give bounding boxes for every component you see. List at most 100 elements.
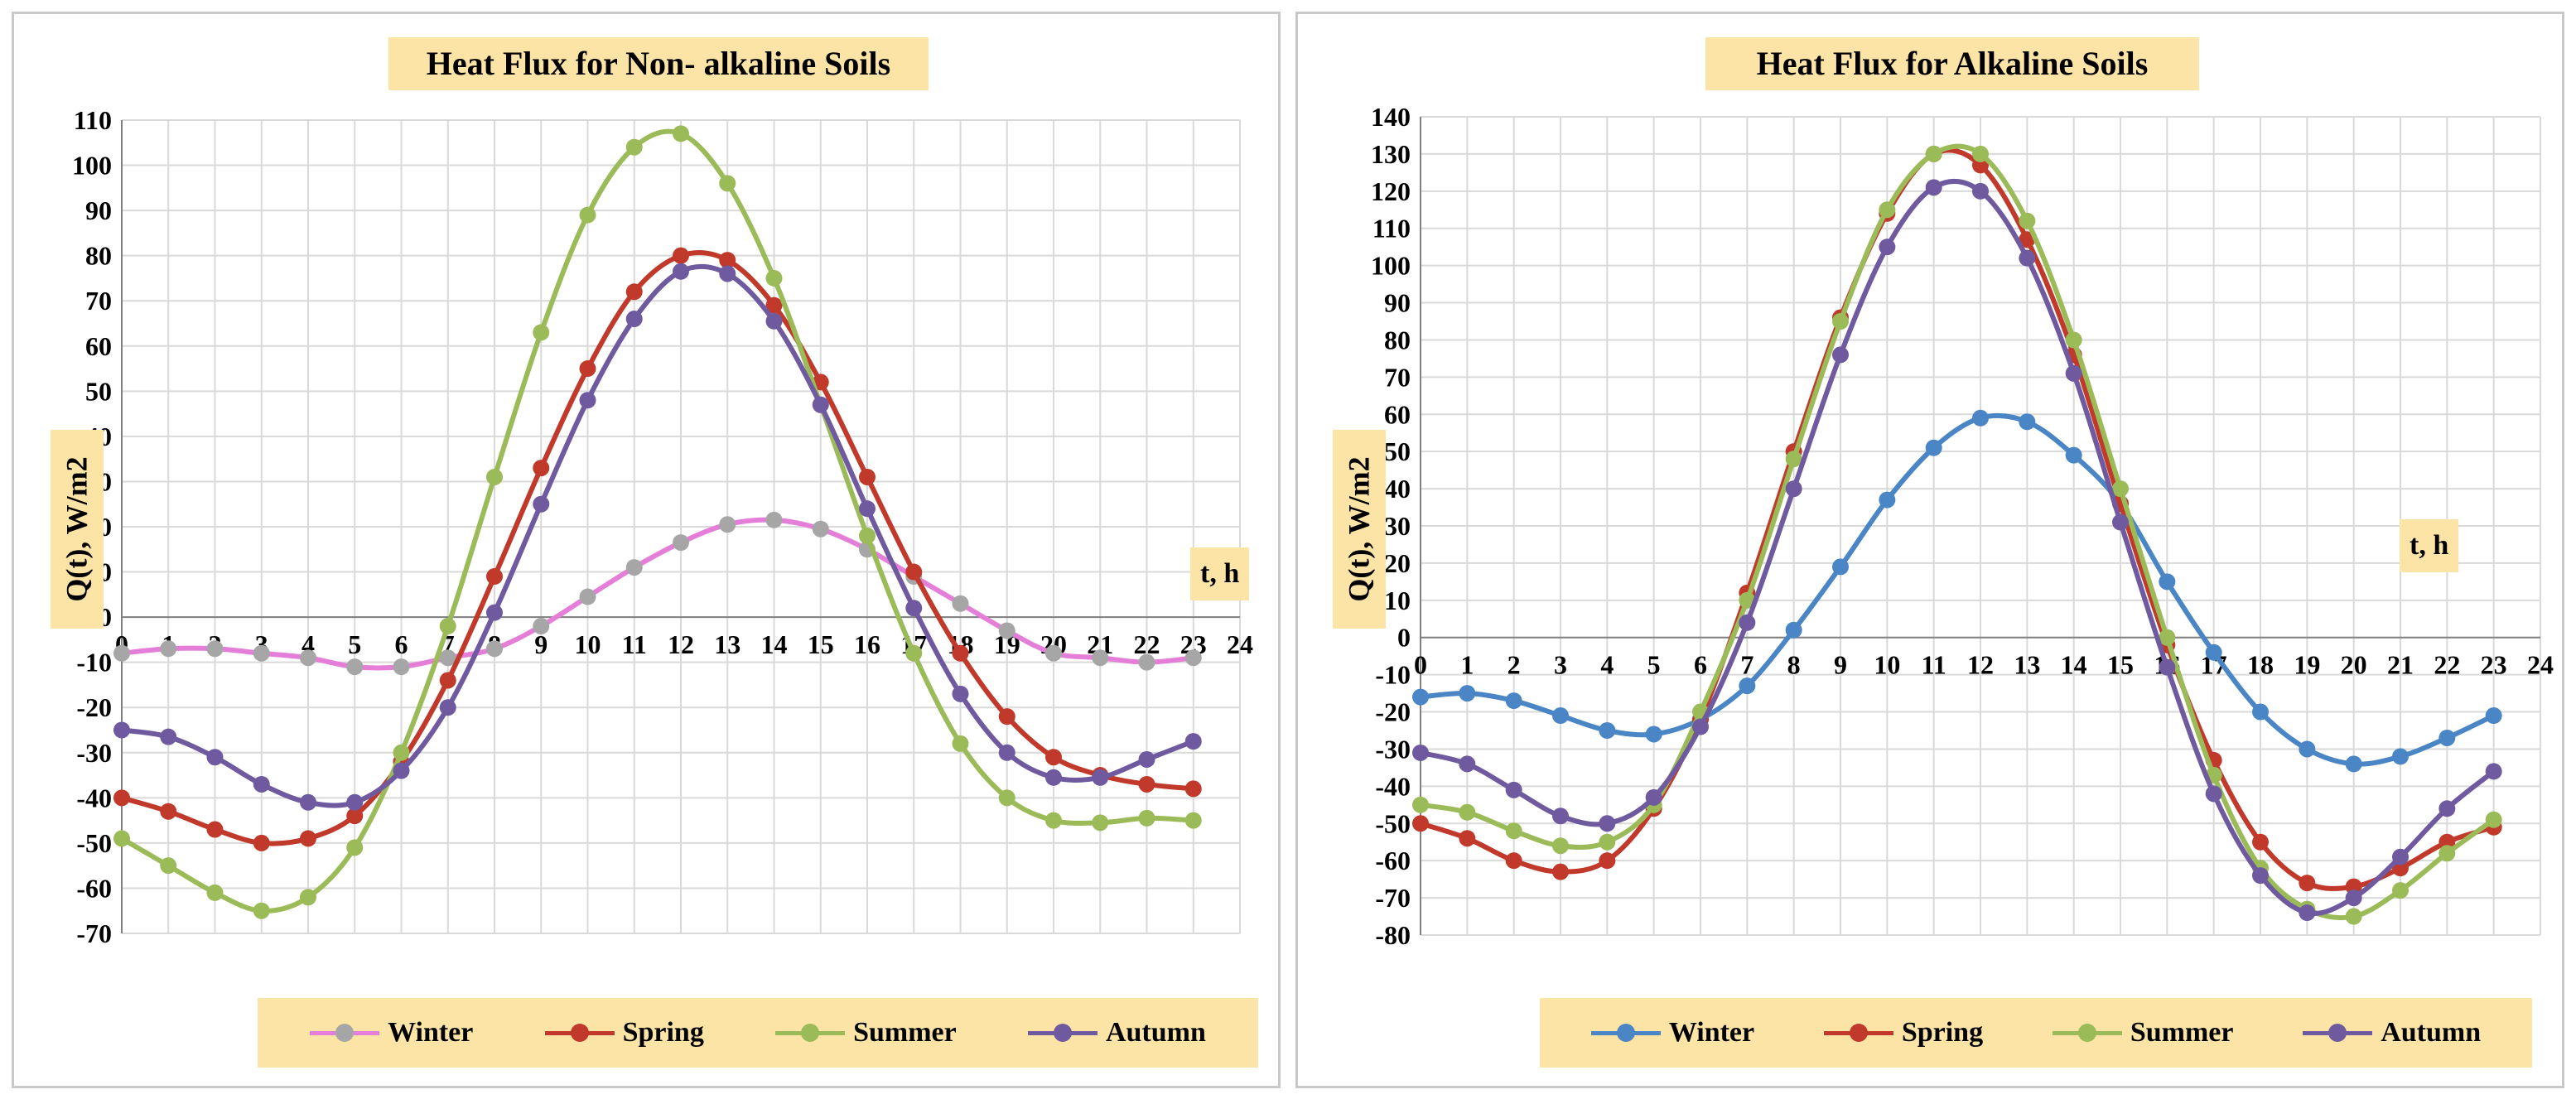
legend-label: Autumn xyxy=(2381,1017,2482,1048)
data-point xyxy=(1459,755,1476,773)
y-tick-label: -10 xyxy=(76,648,112,677)
y-tick-label: 70 xyxy=(1384,362,1411,392)
legend-swatch xyxy=(544,1024,615,1042)
data-point xyxy=(1599,815,1616,832)
data-point xyxy=(1972,182,1989,200)
data-point xyxy=(533,618,550,635)
data-point xyxy=(1552,808,1569,825)
data-point xyxy=(1972,145,1989,162)
data-point xyxy=(113,830,130,847)
data-point xyxy=(1412,815,1429,832)
x-tick-label: 12 xyxy=(1967,650,1994,680)
y-tick-label: 120 xyxy=(1371,176,1411,206)
data-point xyxy=(300,889,316,906)
y-tick-label: -30 xyxy=(1375,734,1411,764)
y-tick-label: -50 xyxy=(1375,808,1411,838)
y-tick-label: 0 xyxy=(1397,623,1411,653)
data-point xyxy=(1785,480,1802,498)
data-point xyxy=(905,563,923,581)
chart-panel-non-alkaline: -70-60-50-40-30-20-100102030405060708090… xyxy=(12,12,1281,1088)
x-tick-label: 19 xyxy=(2294,650,2320,680)
data-point xyxy=(1412,796,1429,813)
x-tick-label: 10 xyxy=(575,629,601,659)
y-tick-label: 140 xyxy=(1371,102,1411,132)
data-point xyxy=(160,728,177,745)
x-tick-label: 16 xyxy=(854,629,880,659)
legend-item-spring: Spring xyxy=(544,1017,704,1049)
x-tick-label: 20 xyxy=(2341,650,2367,680)
data-point xyxy=(859,527,876,544)
data-point xyxy=(1045,812,1062,829)
x-axis-label: t, h xyxy=(1190,547,1250,600)
data-point xyxy=(206,821,224,838)
legend-item-winter: Winter xyxy=(1590,1017,1754,1049)
data-point xyxy=(1832,558,1849,576)
data-point xyxy=(1045,749,1062,766)
data-point xyxy=(765,511,783,528)
grid xyxy=(121,119,1241,934)
data-point xyxy=(2205,644,2222,661)
data-point xyxy=(2485,811,2502,828)
data-point xyxy=(206,640,224,658)
data-point xyxy=(765,312,783,330)
data-point xyxy=(2439,845,2456,862)
series-summer xyxy=(1412,143,2502,925)
y-axis-label: Q(t), W/m2 xyxy=(1333,430,1386,629)
chart-canvas: -80-70-60-50-40-30-20-100102030405060708… xyxy=(1371,102,2554,950)
data-point xyxy=(1459,803,1476,821)
data-point xyxy=(2159,658,2176,676)
x-tick-label: 0 xyxy=(1414,650,1427,680)
series-line xyxy=(121,517,1194,671)
legend-label: Summer xyxy=(853,1017,957,1048)
data-point xyxy=(1785,451,1802,468)
x-tick-label: 14 xyxy=(2061,650,2087,680)
legend: Winter Spring Summer Autumn xyxy=(258,998,1258,1068)
data-point xyxy=(1832,346,1849,364)
x-tick-label: 13 xyxy=(714,629,740,659)
data-point xyxy=(719,265,736,282)
data-point xyxy=(1045,644,1062,662)
data-point xyxy=(253,834,270,851)
data-point xyxy=(346,658,364,676)
y-tick-label: -50 xyxy=(76,828,112,858)
y-tick-label: 100 xyxy=(1371,251,1411,281)
data-point xyxy=(2205,785,2222,803)
series-line xyxy=(120,128,1194,914)
data-point xyxy=(1879,239,1896,256)
x-tick-label: 9 xyxy=(534,629,548,659)
legend-swatch xyxy=(1823,1024,1893,1042)
data-point xyxy=(206,749,224,766)
data-point xyxy=(719,252,736,269)
x-tick-label: 15 xyxy=(2107,650,2134,680)
data-point xyxy=(998,789,1015,807)
data-point xyxy=(533,460,550,477)
data-point xyxy=(673,263,689,280)
data-point xyxy=(160,857,177,875)
data-point xyxy=(2112,480,2129,498)
data-point xyxy=(1645,726,1662,743)
data-point xyxy=(160,803,177,820)
data-point xyxy=(1412,688,1429,706)
x-tick-label: 4 xyxy=(1600,650,1614,680)
chart-panel-alkaline: -80 -70 -60 -50 -40 -30 -20 -10 0 10 20 30 40 50 60 70 8… xyxy=(1295,12,2564,1088)
data-point xyxy=(486,640,503,658)
y-tick-label: -30 xyxy=(76,738,112,768)
data-point xyxy=(952,595,969,612)
x-tick-label: 3 xyxy=(1554,650,1567,680)
series-spring xyxy=(1412,145,2502,895)
data-point xyxy=(253,644,270,662)
legend-swatch xyxy=(775,1024,846,1042)
chart-canvas: -70-60-50-40-30-20-100102030405060708090… xyxy=(72,105,1253,948)
legend-swatch xyxy=(2052,1024,2122,1042)
series-line xyxy=(1420,178,2496,917)
y-tick-label: 30 xyxy=(1384,511,1411,541)
data-point xyxy=(2485,763,2502,780)
series-summer xyxy=(113,125,1202,919)
legend-item-autumn: Autumn xyxy=(1027,1017,1206,1049)
y-tick-label: -70 xyxy=(1375,883,1411,913)
y-tick-label: 40 xyxy=(1384,474,1411,504)
data-point xyxy=(113,644,130,662)
data-point xyxy=(2485,707,2502,725)
data-point xyxy=(533,324,550,341)
data-point xyxy=(393,658,410,676)
